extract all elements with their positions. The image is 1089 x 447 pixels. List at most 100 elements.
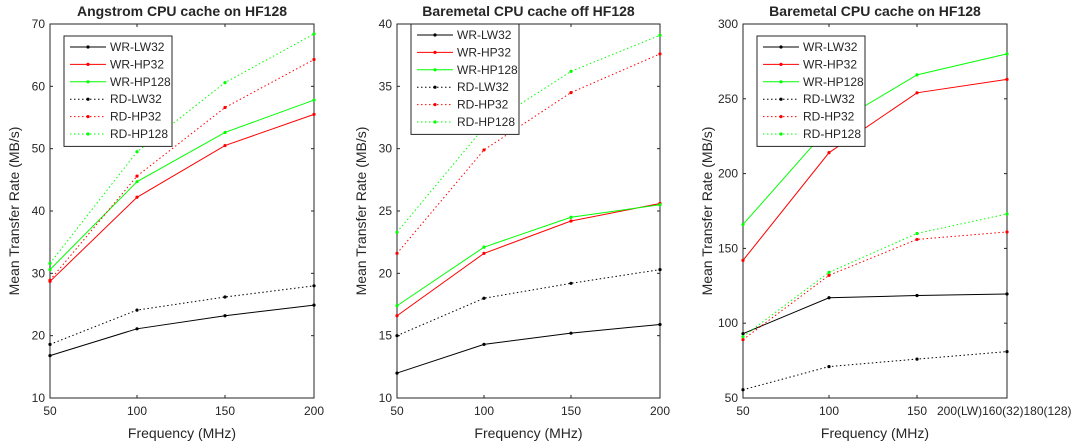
- data-point-rd-hp32: [569, 90, 573, 95]
- legend-label-wr-lw32: WR-LW32: [457, 28, 512, 42]
- y-tick-label: 200: [718, 167, 738, 181]
- data-point-wr-hp32: [482, 251, 486, 255]
- series-line-wr-lw32: [49, 304, 315, 357]
- series-line-rd-lw32: [49, 285, 315, 345]
- data-point-wr-lw32: [223, 314, 227, 318]
- series-line-wr-lw32: [396, 323, 661, 374]
- data-point-rd-hp128: [569, 69, 573, 73]
- legend-marker: [779, 80, 783, 84]
- data-point-rd-hp128: [915, 231, 919, 236]
- y-tick-label: 20: [32, 329, 46, 343]
- legend-marker: [433, 85, 437, 89]
- y-tick-label: 25: [379, 204, 393, 218]
- chart-panel-1: 10 20 30 40 50 60 70 50 100 150 200 Angstrom CPU ca…: [6, 3, 324, 441]
- data-point-wr-hp128: [569, 215, 573, 219]
- x-axis-label: Frequency (MHz): [474, 425, 582, 441]
- data-point-wr-hp32: [395, 314, 399, 318]
- data-point-wr-hp32: [312, 112, 316, 116]
- series-line-wr-hp32: [742, 78, 1008, 261]
- data-point-rd-hp32: [658, 52, 662, 56]
- legend-label-wr-hp128: WR-HP128: [457, 63, 518, 77]
- legend-marker: [433, 120, 437, 124]
- legend-marker: [779, 45, 783, 49]
- y-tick-label: 35: [379, 79, 393, 93]
- y-tick-label: 10: [32, 391, 46, 405]
- data-point-wr-lw32: [741, 332, 745, 336]
- legend-label-rd-hp32: RD-HP32: [457, 98, 509, 112]
- legend-marker: [433, 50, 437, 55]
- data-point-wr-hp128: [915, 73, 919, 77]
- legend-marker: [86, 80, 90, 84]
- legend-box: [410, 23, 520, 135]
- legend-marker: [433, 33, 437, 37]
- chart-title: Baremetal CPU cache off HF128: [422, 3, 635, 19]
- x-tick-label: 150: [907, 404, 927, 418]
- legend-marker: [86, 115, 90, 119]
- data-point-wr-hp128: [482, 245, 486, 249]
- legend-marker: [779, 115, 783, 119]
- series-line-rd-hp128: [396, 34, 661, 233]
- data-point-wr-lw32: [658, 322, 662, 327]
- data-point-wr-hp128: [1005, 52, 1009, 56]
- legend-label-rd-lw32: RD-LW32: [457, 80, 509, 94]
- x-tick-label: 200: [650, 404, 670, 418]
- legend-label-rd-hp128: RD-HP128: [457, 115, 515, 129]
- data-point-wr-hp128: [658, 203, 662, 207]
- legend-marker: [86, 45, 90, 49]
- legend-label-wr-lw32: WR-LW32: [803, 40, 858, 54]
- legend-label-rd-hp128: RD-HP128: [803, 127, 861, 141]
- legend-marker: [779, 97, 783, 101]
- legend-label-wr-hp32: WR-HP32: [110, 57, 164, 71]
- data-point-wr-hp32: [741, 258, 745, 262]
- x-tick-label: 100: [474, 404, 494, 418]
- data-point-rd-hp128: [312, 32, 316, 36]
- data-point-rd-lw32: [395, 334, 399, 338]
- data-point-rd-hp32: [741, 338, 745, 342]
- data-point-rd-lw32: [741, 388, 745, 392]
- data-point-wr-hp128: [741, 222, 745, 227]
- series-line-rd-lw32: [742, 351, 1008, 391]
- legend-label-rd-lw32: RD-LW32: [803, 92, 855, 106]
- data-point-rd-hp32: [223, 105, 227, 110]
- series-line-wr-hp128: [396, 204, 661, 307]
- x-axis-label: Frequency (MHz): [821, 425, 929, 441]
- y-tick-label: 250: [718, 92, 738, 106]
- y-tick-label: 30: [32, 266, 46, 280]
- y-axis-label: Mean Transfer Rate (MB/s): [6, 127, 22, 296]
- y-tick-label: 150: [718, 241, 738, 255]
- x-tick-label: 200: [304, 404, 324, 418]
- x-tick-label: 50: [390, 404, 404, 418]
- y-tick-label: 10: [379, 391, 393, 405]
- data-point-rd-lw32: [482, 296, 486, 300]
- legend-label-wr-hp128: WR-HP128: [803, 75, 864, 89]
- legend-label-rd-hp32: RD-HP32: [110, 110, 162, 124]
- x-tick-label: 50: [736, 404, 750, 418]
- data-point-rd-hp32: [395, 251, 399, 255]
- data-point-rd-hp128: [658, 33, 662, 37]
- data-point-rd-lw32: [135, 308, 139, 312]
- data-point-wr-hp128: [312, 98, 316, 102]
- y-tick-label: 40: [379, 17, 393, 31]
- legend-marker: [779, 62, 783, 66]
- legend-label-wr-hp128: WR-HP128: [110, 75, 171, 89]
- data-point-rd-hp32: [312, 57, 316, 62]
- data-point-rd-lw32: [827, 364, 831, 369]
- legend-marker: [86, 62, 90, 66]
- data-point-wr-lw32: [312, 303, 316, 307]
- legend-box: [756, 35, 866, 147]
- data-point-rd-lw32: [658, 267, 662, 272]
- x-tick-label: 100: [127, 404, 147, 418]
- data-point-wr-lw32: [915, 293, 919, 298]
- data-point-wr-hp32: [223, 143, 227, 148]
- chart-title: Baremetal CPU cache on HF128: [769, 3, 981, 19]
- series-line-wr-hp32: [49, 113, 315, 282]
- data-point-rd-hp32: [48, 278, 52, 282]
- data-point-wr-hp32: [1005, 77, 1009, 81]
- series-line-wr-lw32: [742, 293, 1008, 335]
- y-tick-label: 100: [718, 316, 738, 330]
- legend-label-rd-hp32: RD-HP32: [803, 110, 855, 124]
- data-point-rd-hp32: [1005, 230, 1009, 234]
- data-point-wr-hp128: [223, 130, 227, 135]
- axes-box: [742, 23, 1008, 399]
